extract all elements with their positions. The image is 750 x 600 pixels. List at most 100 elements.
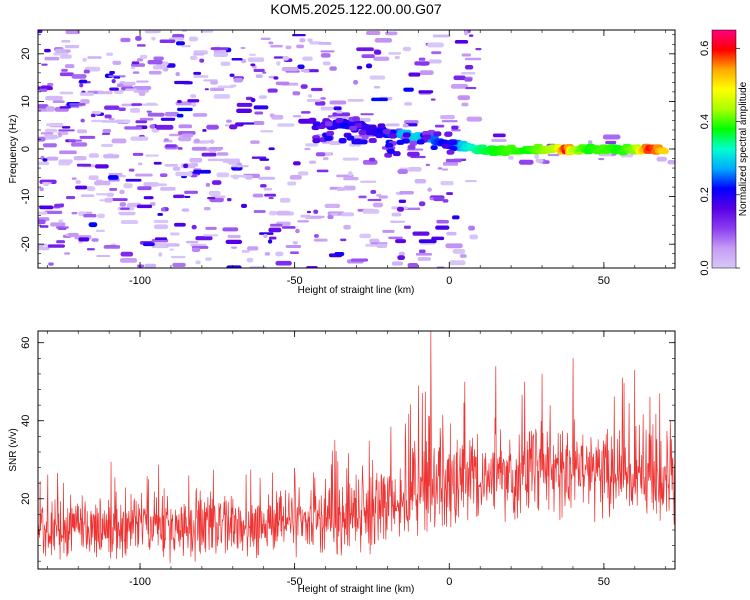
spectrogram-cell <box>153 161 162 165</box>
spectrogram-cell <box>174 80 191 85</box>
spectrogram-cell <box>260 37 271 40</box>
spectrogram-cell <box>201 140 212 144</box>
spectrogram-cell <box>64 49 71 53</box>
spectrogram-cell <box>68 139 83 142</box>
spectrogram-cell <box>332 122 341 128</box>
spectrogram-cell <box>70 142 88 147</box>
spectrogram-cell <box>547 153 560 157</box>
spectrogram-cell <box>402 46 412 52</box>
spectrogram-cell <box>320 106 334 111</box>
spectrogram-cell <box>263 187 272 191</box>
spectrogram-cell <box>203 206 211 211</box>
spectrogram-cell <box>80 99 90 104</box>
spectrogram-cell <box>285 245 302 249</box>
spectrogram-cell <box>446 192 454 195</box>
spectrogram-cell <box>360 180 377 183</box>
figure-title: KOM5.2025.122.00.00.G07 <box>270 1 441 17</box>
spectrogram-cell <box>259 158 270 161</box>
spectrogram-cell <box>45 95 63 101</box>
spectrogram-cell <box>236 102 253 107</box>
spectrogram-cell <box>375 133 384 139</box>
spectrogram-cell <box>206 124 219 130</box>
spectrogram-cell <box>320 50 335 53</box>
spectrogram-cell <box>385 31 398 36</box>
spectrogram-cell <box>207 197 216 200</box>
spectrogram-cell <box>412 231 430 236</box>
spectrogram-cell <box>437 167 443 170</box>
spectrogram-cell <box>428 59 442 64</box>
spectrogram-cell <box>108 75 126 78</box>
spectrogram-cell <box>408 72 421 77</box>
spectrogram-cell <box>372 202 384 208</box>
spectrogram-cell <box>250 97 256 103</box>
spectrogram-cell <box>404 120 419 124</box>
spectrogram-cell <box>43 182 49 187</box>
snr-x-tick-label: -100 <box>129 576 151 588</box>
spectrogram-cell <box>430 145 438 150</box>
spectrogram-cell <box>295 228 300 234</box>
spectrogram-cell <box>172 166 181 171</box>
spectrogram-cell <box>330 213 338 216</box>
spectrogram-cell <box>404 207 421 211</box>
spectrogram-cell <box>203 79 218 82</box>
spectrogram-cell <box>310 87 323 92</box>
spectrogram-cell <box>356 65 363 70</box>
spectrogram-cell <box>267 239 273 244</box>
spectrogram-cell <box>216 172 230 178</box>
spectrogram-cell <box>334 252 345 257</box>
spectrogram-x-tick-label: -50 <box>287 275 303 287</box>
spectrogram-cell <box>602 134 621 140</box>
spectrogram-cell <box>336 187 346 191</box>
spectrogram-cell <box>97 213 105 219</box>
spectrogram-cell <box>441 168 449 171</box>
spectrogram-cell <box>58 132 63 138</box>
spectrogram-cell <box>457 95 471 101</box>
spectrogram-cell <box>88 153 100 158</box>
spectrogram-cell <box>378 195 388 199</box>
spectrogram-cell <box>67 232 79 238</box>
snr-ylabel: SNR (v/v) <box>8 428 19 471</box>
spectrogram-cell <box>109 87 119 91</box>
spectrogram-cell <box>46 156 59 161</box>
spectrogram-cell <box>150 183 168 187</box>
spectrogram-cell <box>279 197 291 203</box>
spectrogram-cell <box>444 131 453 137</box>
snr-y-tick-label: 60 <box>20 337 32 349</box>
spectrogram-cell <box>259 232 274 235</box>
spectrogram-cell <box>190 163 199 167</box>
spectrogram-x-tick-label: 50 <box>598 275 610 287</box>
spectrogram-cell <box>204 88 209 91</box>
spectrogram-cell <box>445 158 462 163</box>
spectrogram-cell <box>230 174 248 178</box>
spectrogram-cell <box>394 55 400 60</box>
spectrogram-cell <box>210 139 215 144</box>
spectrogram-cell <box>38 136 46 142</box>
spectrogram-cell <box>233 77 244 83</box>
spectrogram-cell <box>205 257 212 261</box>
spectrogram-cell <box>263 233 268 239</box>
spectrogram-cell <box>418 90 434 94</box>
spectrogram-cell <box>518 159 534 165</box>
spectrogram-cell <box>388 133 397 139</box>
spectrogram-cell <box>136 80 149 83</box>
spectrogram-cell <box>276 210 291 216</box>
snr-y-tick-label: 40 <box>20 415 32 427</box>
spectrogram-cell <box>264 252 271 256</box>
spectrogram-cell <box>190 101 197 107</box>
spectrogram-cell <box>292 115 302 118</box>
spectrogram-cell <box>329 100 347 105</box>
spectrogram-cell <box>82 57 87 62</box>
spectrogram-cell <box>38 244 44 249</box>
spectrogram-cell <box>268 197 274 200</box>
spectrogram-cell <box>44 56 60 61</box>
spectrogram-cell <box>130 136 149 141</box>
spectrogram-cell <box>395 239 406 244</box>
spectrogram-cell <box>453 75 466 81</box>
spectrogram-cell <box>90 113 96 118</box>
spectrogram-cell <box>250 63 256 67</box>
spectrogram-cell <box>39 205 54 210</box>
spectrogram-cell <box>42 158 48 162</box>
spectrogram-cell <box>93 180 111 186</box>
spectrogram-cell <box>430 98 436 101</box>
